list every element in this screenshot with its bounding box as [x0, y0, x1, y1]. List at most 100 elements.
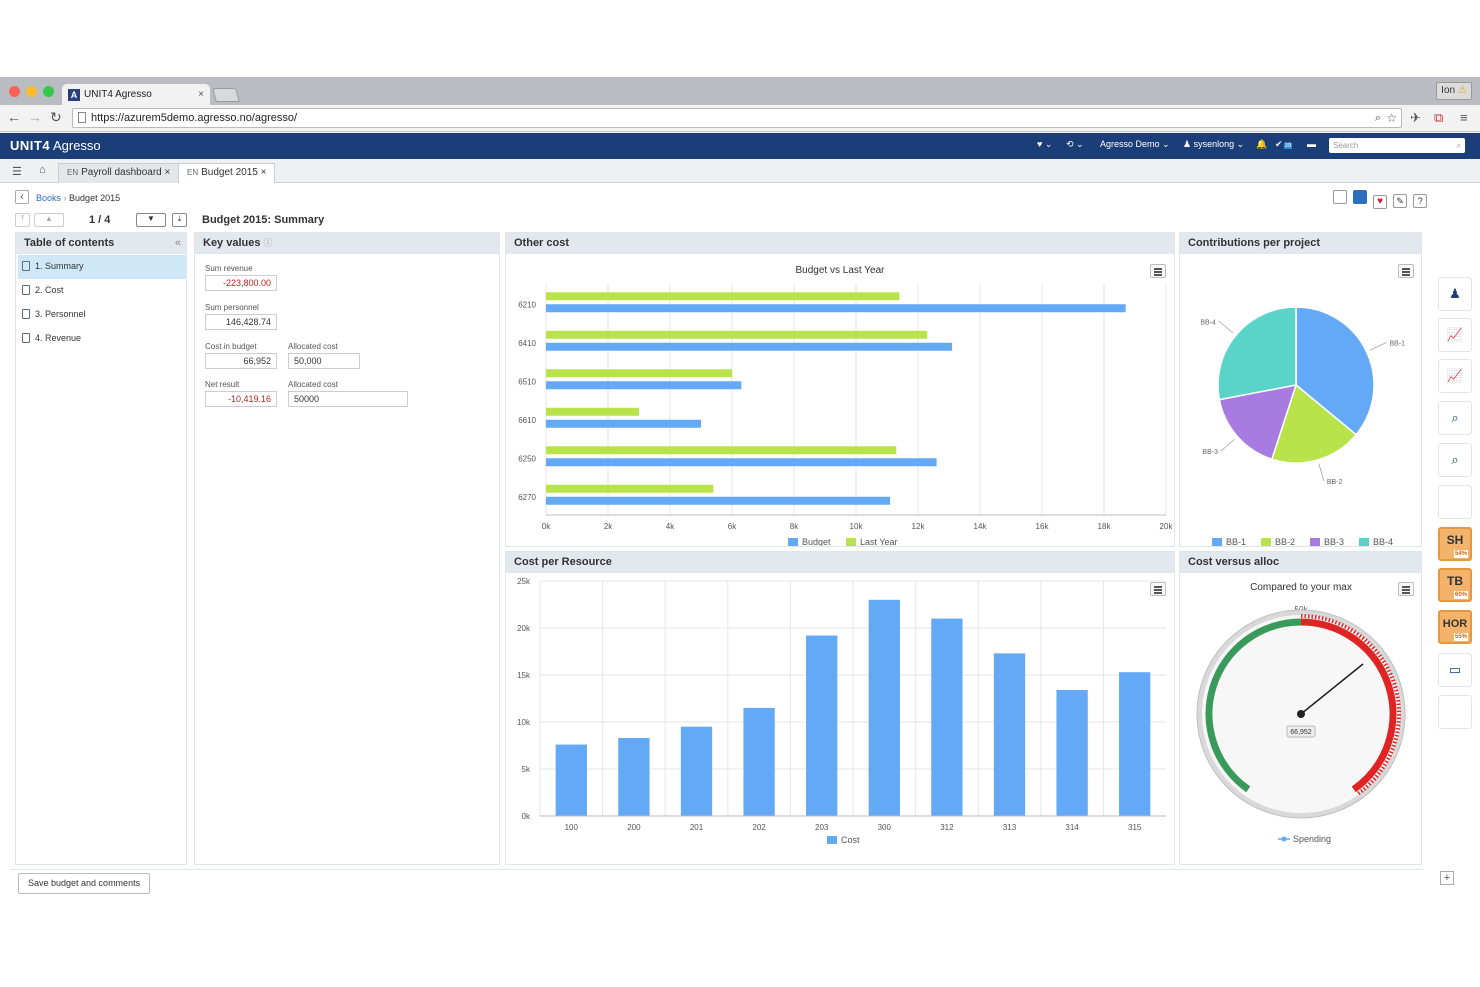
company-menu[interactable]: Agresso Demo ⌄: [1100, 139, 1170, 149]
contributions-panel: Contributions per project BB-1 BB-2 BB-3 BB…: [1179, 232, 1422, 547]
toc-item-personnel[interactable]: 3. Personnel: [18, 303, 186, 327]
y-tick-label: 6510: [518, 377, 536, 386]
toc-item-revenue[interactable]: 4. Revenue: [18, 327, 186, 351]
y-tick-label: 10k: [517, 718, 531, 727]
org-chart-icon[interactable]: ♟: [1438, 277, 1472, 311]
x-tick-label: 8k: [790, 522, 799, 531]
favorites-menu-icon[interactable]: ♥ ⌄: [1037, 139, 1053, 149]
bar-cost: [1119, 672, 1151, 816]
wrench-icon[interactable]: ✎: [1393, 194, 1408, 208]
next-page-button[interactable]: ▼: [136, 213, 166, 227]
breadcrumb-books[interactable]: Books: [36, 193, 62, 203]
x-tick-label: 202: [752, 823, 766, 832]
chart-menu-button[interactable]: [1150, 582, 1166, 596]
toc-panel: Table of contents « 1. Summary 2. Cost 3.…: [15, 232, 187, 865]
minimize-window-button[interactable]: [26, 86, 37, 97]
bar-cost: [680, 726, 713, 816]
bookmark-star-icon[interactable]: ☆: [1386, 111, 1397, 125]
save-budget-button[interactable]: Save budget and comments: [18, 873, 151, 894]
bar-budget: [546, 458, 937, 467]
reload-icon[interactable]: ↻: [50, 109, 62, 125]
search-people-icon[interactable]: ⌕: [1438, 401, 1472, 435]
maximize-window-button[interactable]: [43, 86, 54, 97]
favorite-icon[interactable]: ♥: [1373, 195, 1388, 209]
empty-tool-button[interactable]: [1438, 485, 1472, 519]
close-window-button[interactable]: [9, 86, 20, 97]
cost-in-budget-label: Cost in budget: [205, 342, 257, 351]
chart-menu-button[interactable]: [1150, 264, 1166, 278]
back-icon[interactable]: ←: [7, 109, 21, 125]
page-tabs-bar: ☰ ⌂ EN Payroll dashboard × EN Budget 2015 …: [0, 159, 1480, 183]
tab-budget-2015[interactable]: EN Budget 2015 ×: [178, 163, 276, 183]
legend-label: BB-4: [1373, 537, 1393, 546]
search-input[interactable]: Search ⌕: [1329, 138, 1465, 153]
add-widget-icon[interactable]: +: [1440, 871, 1454, 885]
document-icon: [22, 333, 30, 343]
legend-label: BB-1: [1226, 537, 1246, 546]
tasks-button[interactable]: ✔ 39: [1275, 139, 1293, 149]
comment-icon[interactable]: [1353, 190, 1368, 204]
toc-item-summary[interactable]: 1. Summary: [18, 255, 186, 279]
profile-button[interactable]: Ion ⚠: [1436, 82, 1472, 100]
history-menu-icon[interactable]: ⟲ ⌄: [1066, 139, 1084, 149]
last-page-button[interactable]: ⤓: [172, 213, 187, 227]
bar-budget: [546, 419, 701, 428]
layout-icon[interactable]: [1333, 190, 1347, 204]
extension-icon[interactable]: ✈: [1410, 110, 1421, 125]
help-icon[interactable]: ⓘ: [263, 238, 273, 248]
back-button[interactable]: ‹: [15, 190, 29, 204]
menu-list-icon[interactable]: ☰: [12, 166, 22, 178]
empty-tool-button[interactable]: [1438, 695, 1472, 729]
allocated-cost2-label: Allocated cost: [288, 380, 338, 389]
trend-chart-icon[interactable]: 📈: [1438, 318, 1472, 352]
home-icon[interactable]: ⌂: [39, 164, 46, 176]
hor-widget-button[interactable]: HOR 55%: [1438, 610, 1472, 644]
forward-icon[interactable]: →: [28, 109, 42, 125]
pie-leader-line: [1218, 320, 1234, 334]
tb-widget-button[interactable]: TB 60%: [1438, 568, 1472, 602]
browser-tab[interactable]: A UNIT4 Agresso ×: [62, 84, 210, 106]
tab-payroll-dashboard[interactable]: EN Payroll dashboard ×: [58, 163, 180, 183]
allocated-cost-label: Allocated cost: [288, 342, 338, 351]
x-tick-label: 14k: [974, 522, 988, 531]
zoom-icon[interactable]: ⌕: [1374, 112, 1381, 124]
pie-leader-line: [1220, 438, 1235, 452]
close-tab-icon[interactable]: ×: [198, 89, 204, 100]
chart-menu-button[interactable]: [1398, 582, 1414, 596]
gauge-title: Compared to your max: [1250, 582, 1352, 593]
search-people2-icon[interactable]: ⌕: [1438, 443, 1472, 477]
extension2-icon[interactable]: ⧉: [1434, 110, 1444, 125]
document-icon: [22, 285, 30, 295]
browser-window: A UNIT4 Agresso × Ion ⚠ ← → ↻ https://az…: [0, 77, 1480, 910]
toc-item-cost[interactable]: 2. Cost: [18, 279, 186, 303]
other-cost-panel: Other cost Budget vs Last Year 0k 2k 4k 6k 8k…: [505, 232, 1175, 547]
first-page-button[interactable]: ⤒: [15, 213, 30, 227]
y-tick-label: 0k: [522, 812, 531, 821]
window-icon[interactable]: ▭: [1438, 653, 1472, 687]
user-menu[interactable]: ♟ sysenlong ⌄: [1183, 139, 1245, 149]
collapse-icon[interactable]: «: [174, 237, 181, 249]
legend-label-last-year: Last Year: [860, 537, 898, 546]
pie-label: BB-2: [1327, 479, 1343, 486]
budget-vs-last-year-chart: Budget vs Last Year 0k 2k 4k 6k 8k 10k 12k 14k 16…: [518, 265, 1173, 546]
prev-page-button[interactable]: ▲: [34, 213, 64, 227]
url-field[interactable]: https://azurem5demo.agresso.no/agresso/ …: [72, 108, 1402, 128]
menu-icon[interactable]: ≡: [1460, 110, 1468, 125]
sh-widget-button[interactable]: SH 54%: [1438, 527, 1472, 561]
trend-chart2-icon[interactable]: 📈: [1438, 359, 1472, 393]
y-tick-label: 6410: [518, 339, 536, 348]
pie-slice: [1270, 383, 1358, 464]
help-icon[interactable]: ?: [1413, 194, 1428, 208]
search-icon: ⌕: [1456, 141, 1461, 150]
allocated-cost2-field[interactable]: 50000: [288, 391, 408, 407]
gauge-needle: [1300, 663, 1364, 715]
chart-menu-button[interactable]: [1398, 264, 1414, 278]
gauge-value-box: [1286, 725, 1316, 738]
notifications-icon[interactable]: 🔔: [1256, 139, 1268, 149]
chat-icon[interactable]: ▬: [1307, 139, 1316, 149]
allocated-cost-field[interactable]: 50,000: [288, 353, 360, 369]
pie-leader-line: [1318, 463, 1325, 482]
x-tick-label: 315: [1128, 823, 1142, 832]
bar-budget: [546, 304, 1126, 313]
new-tab-button[interactable]: [212, 88, 240, 102]
